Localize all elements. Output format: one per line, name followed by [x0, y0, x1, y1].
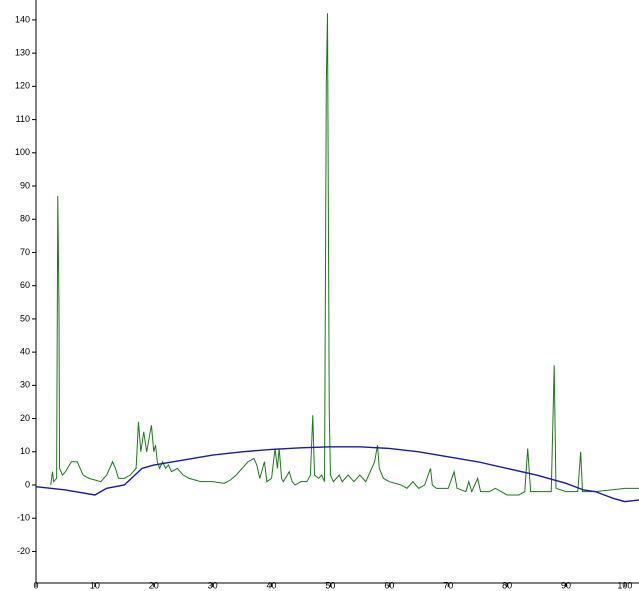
y-tick-label: 90	[20, 180, 30, 190]
y-tick-label: 40	[20, 347, 30, 357]
y-tick-label: 110	[16, 114, 30, 124]
y-tick-label: -20	[17, 546, 30, 556]
series-line	[50, 13, 639, 496]
y-tick-label: 70	[20, 247, 30, 257]
y-tick-label: 30	[20, 380, 30, 390]
x-tick-label: 60	[384, 580, 394, 590]
x-tick-label: 0	[33, 580, 38, 590]
x-tick-label: 100	[617, 580, 632, 590]
y-tick-label: 50	[20, 313, 30, 323]
x-tick-label: 50	[325, 580, 335, 590]
x-tick-label: 90	[561, 580, 571, 590]
y-tick-label: 120	[15, 81, 30, 91]
y-tick-label: 80	[20, 214, 30, 224]
y-tick-label: -10	[17, 513, 30, 523]
x-tick-label: 70	[443, 580, 453, 590]
x-tick-label: 30	[208, 580, 218, 590]
y-tick-label: 10	[20, 446, 30, 456]
y-tick-label: 130	[15, 48, 30, 58]
y-tick-label: 100	[15, 147, 30, 157]
x-tick-label: 20	[149, 580, 159, 590]
y-tick-label: 20	[20, 413, 30, 423]
y-tick-label: 140	[15, 14, 30, 24]
series-line	[35, 446, 639, 503]
x-tick-label: 40	[267, 580, 277, 590]
y-tick-label: 60	[20, 280, 30, 290]
y-tick-label: 0	[25, 479, 30, 489]
x-tick-label: 10	[90, 580, 100, 590]
x-tick-label: 80	[502, 580, 512, 590]
